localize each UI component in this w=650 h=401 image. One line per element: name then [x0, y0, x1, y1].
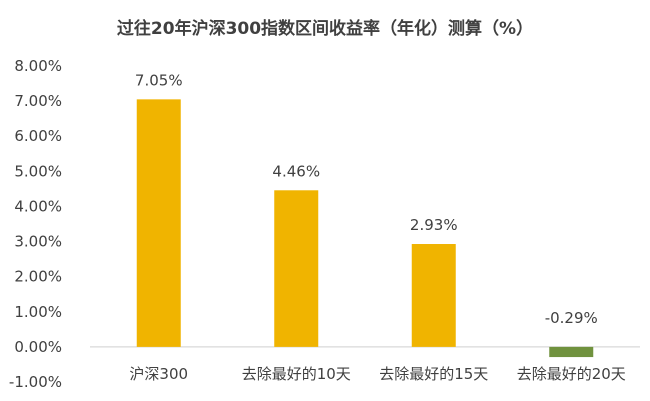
bar	[274, 190, 319, 347]
chart-title: 过往20年沪深300指数区间收益率（年化）测算（%）	[116, 19, 534, 39]
y-tick-label: 6.00%	[14, 127, 62, 145]
y-tick-label: 4.00%	[14, 197, 62, 215]
y-tick-label: 2.00%	[14, 268, 62, 286]
y-tick-label: 0.00%	[14, 338, 62, 356]
y-tick-label: 3.00%	[14, 233, 62, 251]
data-label: 2.93%	[410, 216, 458, 234]
y-tick-label: 1.00%	[14, 303, 62, 321]
data-label: 7.05%	[135, 71, 183, 89]
data-label: 4.46%	[272, 162, 320, 180]
bar	[549, 346, 594, 358]
y-tick-label: -1.00%	[9, 373, 62, 391]
category-label: 去除最好的20天	[517, 365, 626, 383]
category-label: 去除最好的10天	[242, 365, 351, 383]
y-tick-label: 8.00%	[14, 57, 62, 75]
category-label: 沪深300	[129, 365, 188, 383]
bar	[136, 99, 181, 347]
y-tick-label: 5.00%	[14, 162, 62, 180]
y-tick-label: 7.00%	[14, 92, 62, 110]
category-label: 去除最好的15天	[379, 365, 488, 383]
data-label: -0.29%	[545, 309, 598, 327]
bar	[411, 244, 456, 347]
